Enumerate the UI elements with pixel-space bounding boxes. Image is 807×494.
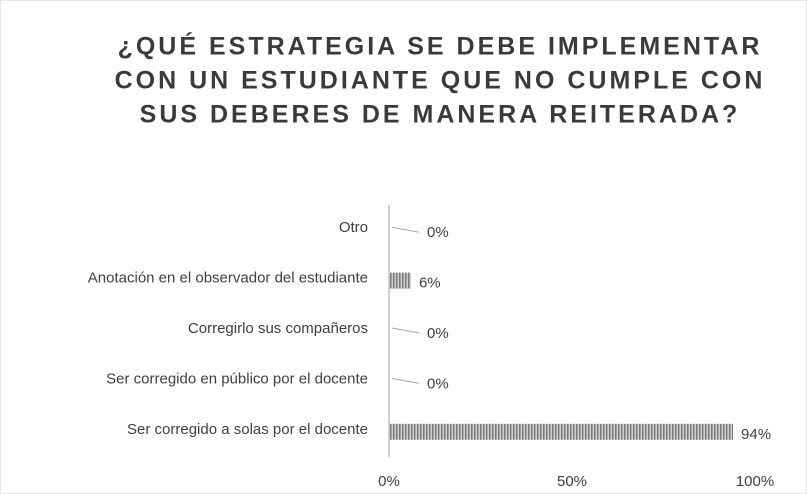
leader-line [391,377,420,384]
value-label: 94% [741,426,771,443]
x-tick-label: 50% [557,473,587,490]
bar [389,423,734,440]
bar [389,272,411,289]
x-tick-label: 0% [378,473,400,490]
value-label: 6% [419,275,441,292]
chart-title: CON UN ESTUDIANTE QUE NO CUMPLE CON [115,67,766,95]
y-tick-label: Ser corregido en público por el docente [106,370,368,387]
value-label: 0% [427,224,449,241]
x-tick-label: 100% [736,473,774,490]
chart-title: ¿QUÉ ESTRATEGIA SE DEBE IMPLEMENTAR [118,32,763,61]
value-label: 0% [427,375,449,392]
value-label: 0% [427,325,449,342]
leader-line [391,226,420,233]
chart-title: SUS DEBERES DE MANERA REITERADA? [140,101,741,129]
y-tick-label: Ser corregido a solas por el docente [127,421,368,438]
y-tick-label: Corregirlo sus compañeros [188,320,368,337]
leader-line [391,327,420,334]
y-tick-label: Anotación en el observador del estudiant… [88,270,368,287]
y-tick-label: Otro [339,219,368,236]
